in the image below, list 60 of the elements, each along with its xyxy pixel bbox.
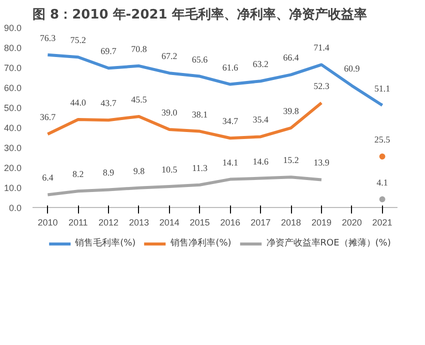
y-tick-label: 30.0	[4, 143, 22, 153]
x-tick-label: 2018	[281, 218, 302, 228]
x-tick-label: 2014	[159, 218, 180, 228]
data-label: 10.5	[162, 164, 178, 174]
data-label: 35.4	[252, 114, 269, 125]
data-label: 75.2	[70, 35, 86, 46]
data-label: 38.1	[192, 109, 208, 120]
x-tick-label: 2012	[98, 218, 119, 228]
x-tick-label: 2020	[342, 218, 362, 228]
data-label: 36.7	[40, 112, 56, 122]
x-tick-label: 2015	[190, 218, 210, 228]
y-tick-label: 90.0	[4, 23, 22, 33]
data-label: 34.7	[222, 116, 239, 126]
data-label: 51.1	[374, 83, 390, 94]
data-label: 43.7	[100, 98, 117, 108]
data-label: 11.3	[192, 162, 208, 173]
y-tick-label: 50.0	[4, 103, 22, 113]
x-tick-label: 2011	[68, 218, 88, 228]
legend-label: 销售净利率(%)	[170, 237, 232, 250]
data-label: 8.2	[72, 169, 84, 180]
data-label: 67.2	[162, 51, 178, 62]
x-tick-label: 2017	[250, 218, 271, 228]
data-label: 14.1	[222, 157, 238, 168]
data-label: 6.4	[42, 172, 54, 183]
data-label: 15.2	[283, 155, 299, 166]
data-label: 39.0	[162, 108, 178, 118]
data-label: 52.3	[314, 80, 330, 91]
y-tick-label: 40.0	[4, 123, 22, 133]
legend-label: 销售毛利率(%)	[75, 237, 136, 250]
x-tick-label: 2013	[128, 218, 149, 228]
data-label: 13.9	[314, 158, 330, 168]
x-tick-label: 2016	[220, 218, 240, 228]
data-label: 70.8	[131, 44, 148, 54]
x-tick-label: 2021	[372, 218, 392, 228]
x-tick-label: 2010	[38, 218, 58, 228]
y-tick-label: 80.0	[4, 43, 22, 53]
data-label: 9.8	[133, 166, 146, 176]
data-label: 65.6	[192, 54, 208, 64]
data-label: 69.7	[100, 46, 117, 56]
data-label: 8.9	[102, 168, 115, 178]
data-label: 4.1	[376, 177, 388, 188]
data-label: 39.8	[283, 106, 300, 116]
y-tick-label: 20.0	[4, 163, 22, 173]
data-label: 45.5	[131, 94, 148, 104]
legend-label: 净资产收益率ROE（摊薄）(%)	[266, 237, 391, 250]
data-label: 71.4	[314, 42, 330, 53]
data-label: 25.5	[374, 134, 391, 144]
data-label: 63.2	[252, 59, 268, 70]
y-tick-label: 10.0	[4, 183, 22, 193]
y-tick-label: 60.0	[4, 83, 22, 93]
chart-title: 图 8：2010 年-2021 年毛利率、净利率、净资产收益率	[32, 6, 367, 22]
x-tick-label: 2019	[311, 218, 332, 228]
data-label: 44.0	[70, 98, 86, 108]
data-label: 61.6	[222, 62, 239, 72]
data-label: 76.3	[40, 32, 56, 43]
y-tick-label: 0.0	[8, 203, 22, 213]
data-label: 60.9	[344, 64, 360, 74]
y-tick-label: 70.0	[4, 63, 22, 73]
data-label: 14.6	[252, 156, 269, 166]
data-label: 66.4	[283, 52, 300, 63]
